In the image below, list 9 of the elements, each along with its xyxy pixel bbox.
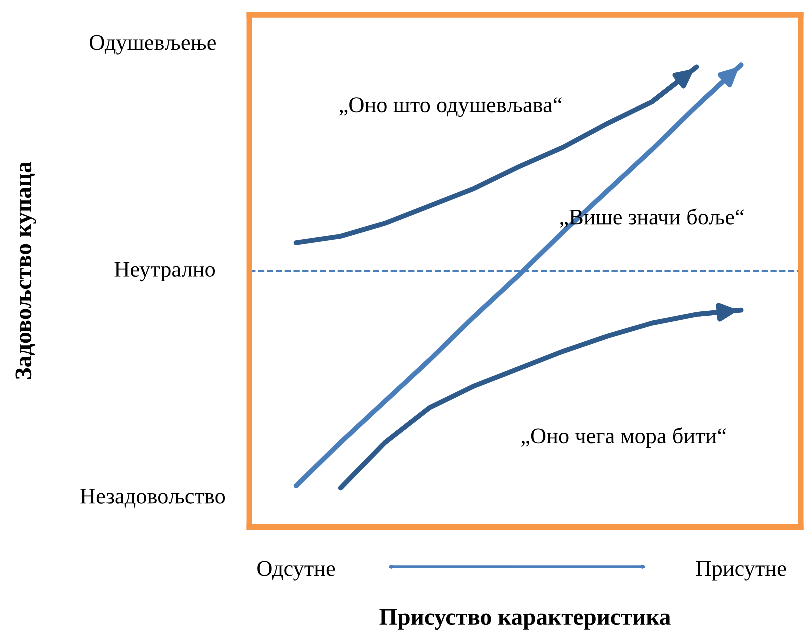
text: Одушевљење xyxy=(90,35,216,55)
text: Неутрално xyxy=(114,262,216,282)
x-tick-label: Одсутне xyxy=(258,561,336,581)
x-axis-title: Присуство карактеристика xyxy=(380,609,671,630)
text: Задовољство купаца xyxy=(16,162,36,380)
annotation: „Оно чега мора бити“ xyxy=(522,428,726,448)
x-tick-label: Присутне xyxy=(696,561,786,581)
annotation: „Оно што одушевљава“ xyxy=(340,98,562,118)
text: Незадовољство xyxy=(80,489,226,508)
